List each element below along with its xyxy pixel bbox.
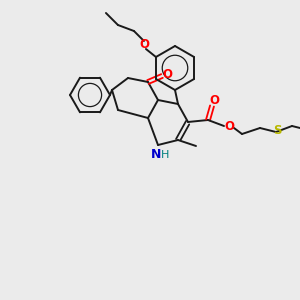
Text: O: O (224, 121, 234, 134)
Text: S: S (273, 124, 281, 136)
Text: H: H (161, 150, 169, 160)
Text: O: O (162, 68, 172, 82)
Text: O: O (209, 94, 219, 107)
Text: N: N (151, 148, 161, 161)
Text: O: O (139, 38, 149, 52)
